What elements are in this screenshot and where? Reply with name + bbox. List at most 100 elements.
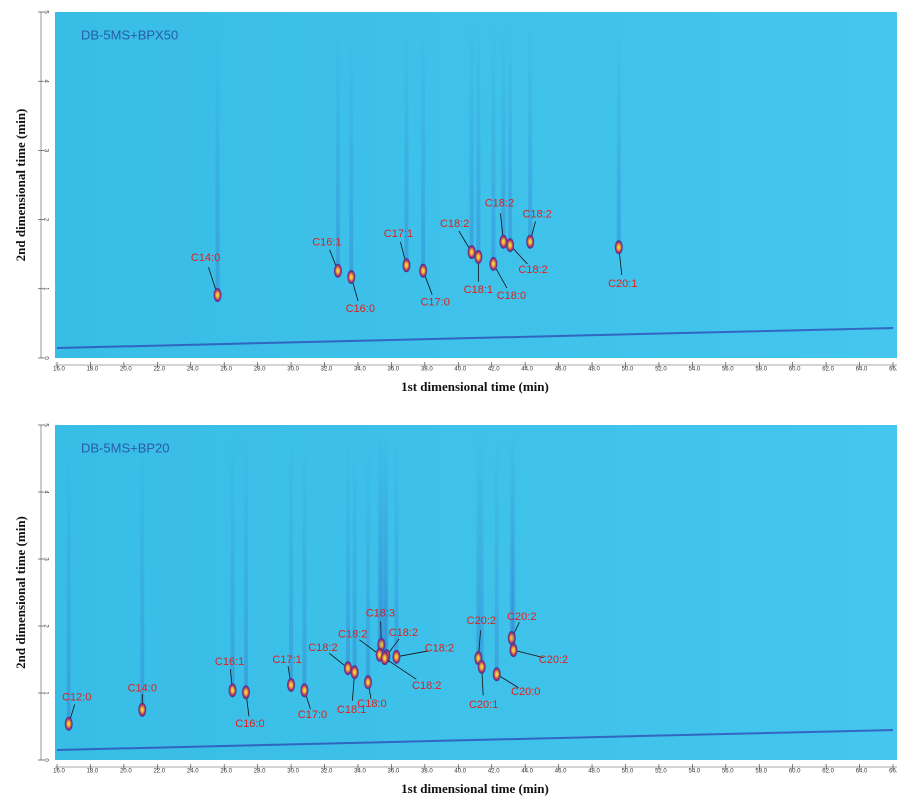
x-tick-label: 30.0 [287,367,299,373]
peak-streak [495,425,499,674]
peak-streak [480,425,484,667]
peak-streak [244,425,248,692]
x-tick-label: 24.0 [187,769,199,775]
x-tick-label: 40.0 [454,769,466,775]
peak [351,665,359,679]
peak-streak [617,12,621,247]
peak-streak [231,425,235,690]
x-tick-label: 20.0 [120,769,132,775]
y-tick-label: 5 [42,423,48,427]
peak-label: C18:1 [464,284,493,296]
x-tick-label: 58.0 [755,367,767,373]
peak-label: C18:2 [425,643,454,655]
figure: DB-5MS+BPX5016.018.020.022.024.026.028.0… [0,0,897,804]
x-tick-label: 38.0 [421,367,433,373]
peak [478,660,486,674]
y-axis-title: 2nd dimensional time (min) [13,516,28,669]
peak-label: C20:0 [511,686,540,698]
x-tick-label: 18.0 [87,769,99,775]
peak-label: C18:2 [308,642,337,654]
x-axis-title: 1st dimensional time (min) [401,379,549,394]
x-tick-label: 42.0 [488,367,500,373]
peak-streak [366,425,370,682]
peak-label: C20:1 [469,699,498,711]
peak-label: C16:0 [235,718,264,730]
x-tick-label: 36.0 [388,769,400,775]
x-tick-label: 58.0 [755,769,767,775]
peak [493,667,501,681]
peak-streak [383,425,387,658]
y-tick-label: 2 [42,624,48,628]
x-tick-label: 54.0 [689,367,701,373]
x-axis-title: 1st dimensional time (min) [401,781,549,796]
peak-streak [67,425,71,724]
panel-title: DB-5MS+BP20 [81,440,170,455]
peak [509,643,517,657]
peak-label: C16:1 [312,237,341,249]
peak [381,651,389,665]
x-tick-label: 46.0 [555,367,567,373]
x-tick-label: 56.0 [722,367,734,373]
peak-label: C18:2 [440,218,469,230]
peak [402,258,410,272]
x-tick-label: 44.0 [521,769,533,775]
x-tick-label: 64.0 [856,769,868,775]
peak [489,257,497,271]
peak-label: C18:2 [338,629,367,641]
peak-streak [508,12,512,245]
y-tick-label: 3 [42,149,48,153]
peak-label: C17:0 [420,297,449,309]
x-tick-label: 48.0 [588,769,600,775]
peak [287,678,295,692]
x-tick-label: 40.0 [454,367,466,373]
peak-label: C18:2 [518,264,547,276]
x-tick-label: 60.0 [789,769,801,775]
peak [419,264,427,278]
peak [300,683,308,697]
y-tick-label: 3 [42,557,48,561]
x-tick-label: 56.0 [722,769,734,775]
x-tick-label: 22.0 [153,769,165,775]
x-tick-label: 66.0 [889,367,897,373]
x-tick-label: 26.0 [220,769,232,775]
peak-streak [302,425,306,690]
x-tick-label: 52.0 [655,367,667,373]
peak-label: C14:0 [128,683,157,695]
x-tick-label: 18.0 [87,367,99,373]
peak-streak [528,12,532,242]
x-tick-label: 54.0 [689,769,701,775]
peak-label: C17:0 [298,709,327,721]
x-tick-label: 38.0 [421,769,433,775]
peak-label: C16:0 [346,303,375,315]
peak [138,703,146,717]
peak [506,238,514,252]
peak-label: C20:2 [539,654,568,666]
y-tick-label: 0 [42,758,48,762]
x-tick-label: 62.0 [822,769,834,775]
x-tick-label: 62.0 [822,367,834,373]
peak-streak [289,425,293,685]
x-tick-label: 36.0 [388,367,400,373]
peak-label: C14:0 [191,252,220,264]
peak-streak [491,12,495,264]
x-tick-label: 64.0 [856,367,868,373]
x-tick-label: 26.0 [220,367,232,373]
x-tick-label: 52.0 [655,769,667,775]
y-tick-label: 0 [42,356,48,360]
x-tick-label: 34.0 [354,367,366,373]
peak [334,264,342,278]
x-tick-label: 22.0 [153,367,165,373]
peak [526,235,534,249]
plot-area [55,12,897,358]
x-tick-label: 16.0 [53,367,65,373]
peak-label: C17:1 [384,228,413,240]
x-tick-label: 60.0 [789,367,801,373]
x-tick-label: 50.0 [622,769,634,775]
x-tick-label: 46.0 [555,769,567,775]
peak [615,240,623,254]
y-tick-label: 1 [42,287,48,291]
x-tick-label: 30.0 [287,769,299,775]
x-tick-label: 66.0 [889,769,897,775]
peak [474,250,482,264]
peak-label: C18:0 [357,698,386,710]
